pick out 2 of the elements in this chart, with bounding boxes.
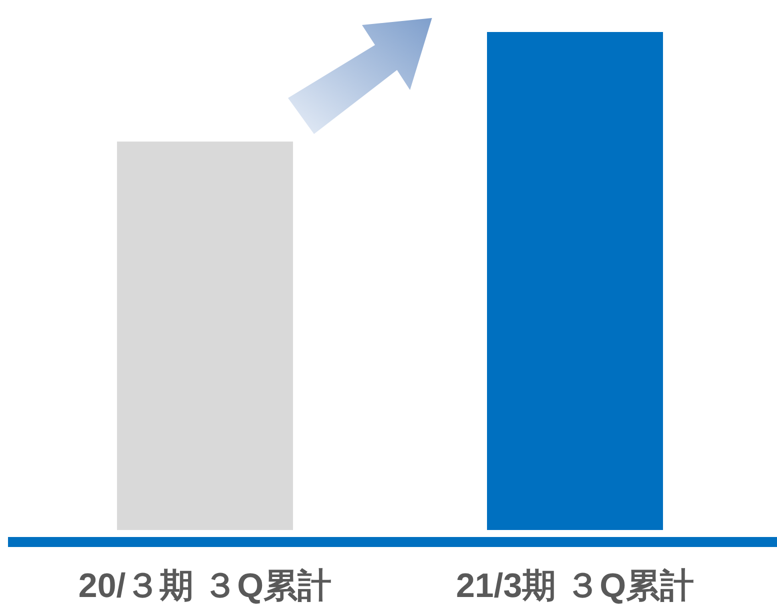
x-tick-label: 21/3期 ３Q累計 xyxy=(456,567,694,605)
x-tick-label: 20/３期 ３Q累計 xyxy=(78,567,332,605)
